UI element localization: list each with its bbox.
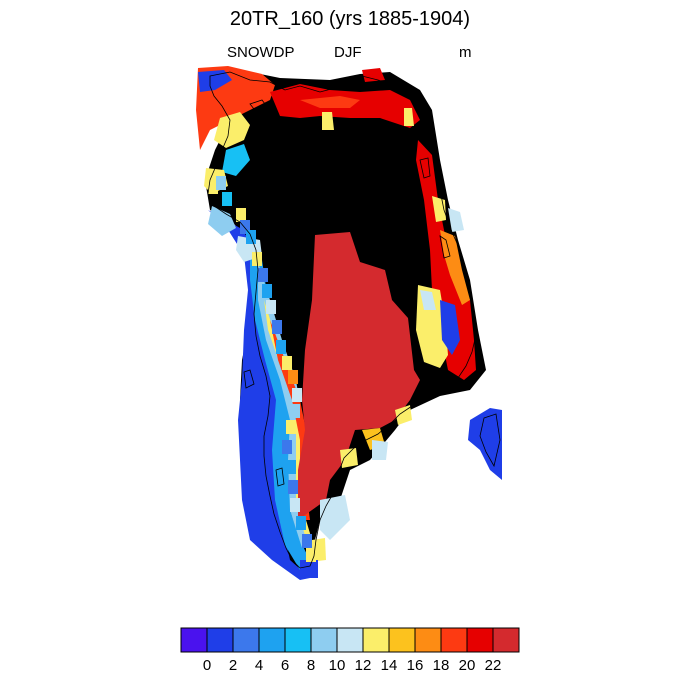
colorbar-box (492, 627, 520, 653)
map-region (440, 230, 470, 305)
colorbar-tick-label: 14 (381, 657, 398, 674)
map-cell (258, 268, 268, 282)
map-cell (236, 208, 246, 222)
colorbar-box (180, 627, 208, 653)
map-cell (276, 340, 286, 354)
map-cell (216, 176, 226, 190)
colorbar-tick-label: 0 (203, 657, 211, 674)
map-cell (240, 220, 250, 234)
colorbar-tick-labels: 0 2 4 6 8 10 12 14 16 18 20 22 (203, 657, 502, 674)
plot-title: 20TR_160 (yrs 1885-1904) (229, 8, 471, 30)
colorbar-box (232, 627, 260, 653)
map-region (198, 70, 232, 92)
map-region (214, 112, 250, 148)
map-region (395, 405, 412, 425)
colorbar-box (388, 627, 416, 653)
colorbar-tick-label: 16 (407, 657, 424, 674)
colorbar-box (336, 627, 364, 653)
map-cell (296, 516, 306, 530)
colorbar-tick-label: 4 (255, 657, 263, 674)
colorbar-box (414, 627, 442, 653)
map-region (362, 68, 385, 82)
colorbar-box (206, 627, 234, 653)
map-region (440, 300, 460, 355)
colorbar-tick-label: 20 (459, 657, 476, 674)
map-cell (290, 498, 300, 512)
season-label: DJF (334, 44, 362, 61)
map-region (404, 108, 414, 126)
colorbar-tick-label: 2 (229, 657, 237, 674)
map-region (208, 206, 236, 236)
map-cell (286, 420, 296, 434)
map-region (298, 232, 420, 520)
colorbar-tick-label: 6 (281, 657, 289, 674)
map-region (300, 560, 318, 578)
map-cell (286, 460, 296, 474)
units-label: m (459, 44, 472, 61)
coastline-path (275, 467, 285, 487)
map-cell (222, 192, 232, 206)
colorbar-box (362, 627, 390, 653)
colorbar-box (466, 627, 494, 653)
map-cell (302, 534, 312, 548)
map-region (300, 96, 360, 108)
map-region (322, 112, 334, 130)
coastline-path (419, 157, 431, 179)
map-cells (196, 66, 502, 580)
map-region (420, 290, 436, 310)
map-cell (262, 284, 272, 298)
map-cell (266, 300, 276, 314)
colorbar-tick-label: 18 (433, 657, 450, 674)
map-cell (306, 548, 316, 562)
map-region (320, 495, 350, 540)
colorbar-box (310, 627, 338, 653)
map-cell (208, 180, 218, 194)
map-cell (272, 320, 282, 334)
colorbar-tick-label: 22 (485, 657, 502, 674)
coastline-path (207, 71, 477, 569)
coastline-path (439, 235, 451, 259)
colorbar-tick-label: 12 (355, 657, 372, 674)
map-cell (282, 440, 292, 454)
coastline (207, 71, 501, 569)
colorbar-tick-label: 8 (307, 657, 315, 674)
colorbar-boxes (180, 627, 520, 653)
coastline-path (249, 99, 269, 115)
colorbar-box (284, 627, 312, 653)
map-cell (290, 404, 300, 418)
coastline-path (479, 413, 501, 468)
map-region (468, 408, 502, 480)
map-region (222, 144, 250, 176)
map-cell (282, 356, 292, 370)
map-region (448, 208, 464, 232)
map-cell (288, 480, 298, 494)
colorbar-tick-label: 10 (329, 657, 346, 674)
map-cell (292, 388, 302, 402)
colorbar-box (258, 627, 286, 653)
map-region (208, 210, 310, 580)
map-cell (288, 370, 298, 384)
coastline-path (243, 369, 255, 389)
map-region (372, 440, 388, 460)
map-region (340, 448, 358, 468)
colorbar-box (440, 627, 468, 653)
variable-label: SNOWDP (227, 44, 295, 61)
